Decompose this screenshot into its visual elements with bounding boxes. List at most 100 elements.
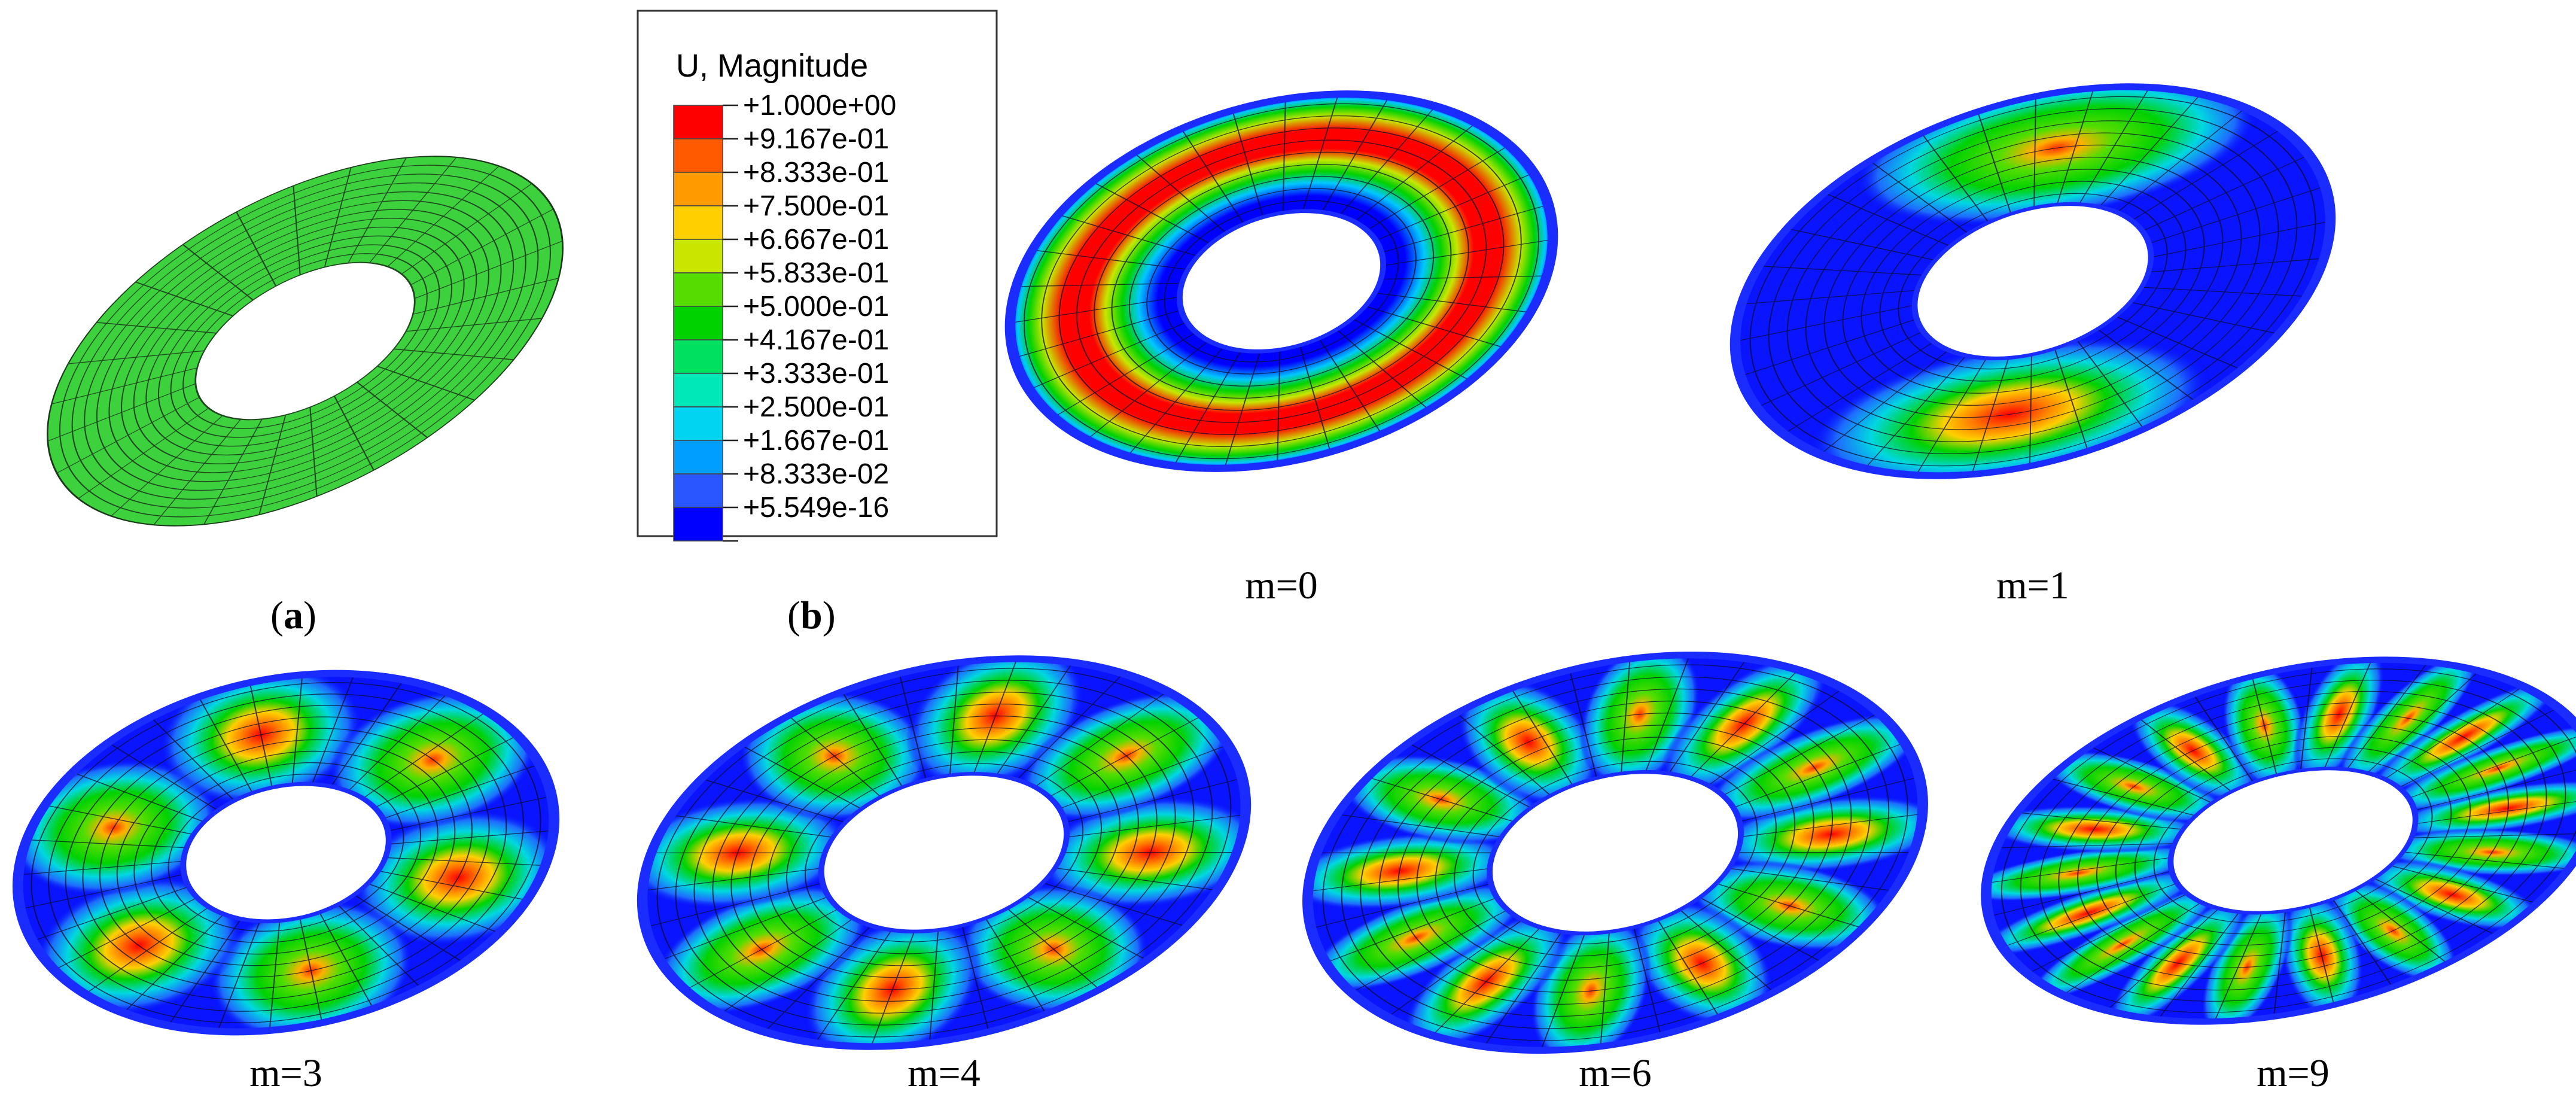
mesh-radial-line	[2113, 315, 2244, 371]
mesh-radial-line	[310, 671, 356, 786]
mesh-radial-line	[1317, 337, 1384, 436]
mesh-radial-line	[333, 396, 374, 471]
legend-swatch	[673, 272, 723, 307]
mesh-radial-line	[1738, 290, 1920, 305]
mode-disc-m9	[1960, 644, 2576, 1037]
mesh-radial-line	[309, 407, 318, 497]
mesh-radial-line	[1378, 275, 1551, 280]
mode-disc-m1	[1729, 69, 2336, 493]
mode-disc-m0	[1004, 90, 1558, 472]
mesh-radial-line	[1667, 656, 1749, 775]
mesh-radial-line	[1783, 227, 1938, 261]
mesh-radial-line	[1131, 150, 1228, 235]
mesh-radial-line	[414, 241, 563, 299]
mesh-radial-line	[840, 689, 904, 789]
mesh-radial-line	[1365, 775, 1517, 823]
mesh-radial-line	[1282, 96, 1286, 215]
caption-m1: m=1	[1996, 564, 2069, 607]
legend-swatch	[673, 172, 723, 206]
mesh-radial-line	[1313, 852, 1496, 854]
mesh-radial-line	[1172, 348, 1243, 469]
disc-rim	[637, 655, 1252, 1050]
mesh-radial-line	[2406, 732, 2576, 799]
mesh-radial-line	[639, 867, 824, 892]
mesh-radial-line	[738, 743, 864, 810]
mesh-radial-line	[29, 885, 191, 943]
legend-label: +8.333e-02	[743, 458, 889, 490]
mesh-radial-line	[361, 709, 490, 800]
mesh-radial-line	[2365, 668, 2482, 775]
mesh-radial-line	[248, 680, 273, 789]
mesh-radial-line	[2136, 716, 2233, 793]
caption-m3: m=3	[249, 1051, 322, 1095]
mesh-radial-line	[386, 829, 558, 845]
mesh-radial-line	[1304, 868, 1493, 893]
legend-label: +7.500e-01	[743, 190, 889, 222]
mesh-radial-line	[376, 366, 476, 401]
mesh-radial-line	[2400, 851, 2572, 870]
mode-disc-m3	[8, 664, 564, 1042]
mode-disc-m4	[624, 642, 1264, 1063]
disc-rim	[12, 670, 560, 1036]
mesh-radial-line	[1350, 317, 1473, 383]
caption-m4: m=4	[908, 1051, 981, 1095]
mesh-radial-line	[2155, 910, 2241, 1022]
mesh-radial-line	[1539, 932, 1587, 1053]
mesh-radial-line	[2139, 287, 2310, 297]
mesh-radial-line	[1384, 918, 1525, 1020]
legend-swatch	[673, 239, 723, 273]
mesh-radial-line	[299, 916, 324, 1026]
mesh-radial-line	[1656, 918, 1721, 1019]
mesh-radial-line	[56, 397, 200, 474]
mesh-radial-line	[1028, 249, 1190, 270]
mesh-radial-line	[406, 318, 543, 332]
mesh-radial-line	[51, 896, 200, 972]
mesh-radial-line	[258, 415, 287, 515]
legend-swatch	[673, 440, 723, 474]
mesh-radial-line	[717, 917, 855, 1017]
mesh-radial-line	[1381, 238, 1557, 267]
mesh-radial-line	[1025, 320, 1189, 392]
mesh-radial-line	[2331, 898, 2395, 989]
legend-swatch	[673, 373, 723, 407]
legend-label: +3.333e-01	[743, 358, 889, 390]
mesh-radial-line	[1985, 870, 2175, 918]
mesh-radial-line	[2128, 301, 2282, 335]
mesh-radial-line	[1999, 882, 2180, 949]
mesh-radial-line	[1569, 668, 1598, 780]
mesh-radial-line	[869, 930, 916, 1049]
mesh-radial-line	[23, 839, 189, 848]
mesh-radial-line	[69, 771, 207, 823]
mesh-radial-line	[1976, 109, 2012, 215]
mesh-radial-line	[1301, 92, 1340, 213]
mesh-radial-line	[2060, 901, 2204, 997]
mesh-radial-line	[383, 857, 549, 866]
mesh-radial-line	[1914, 357, 1989, 477]
mesh-radial-line	[1062, 777, 1246, 823]
mesh-radial-line	[647, 852, 828, 854]
legend-title: U, Magnitude	[676, 48, 868, 84]
mesh-radial-line	[82, 905, 211, 996]
mesh-radial-line	[984, 917, 1048, 1016]
mesh-radial-line	[928, 928, 939, 1045]
mesh-radial-line	[2372, 877, 2499, 937]
mesh-radial-line	[682, 907, 842, 992]
mesh-radial-line	[898, 671, 927, 781]
mesh-radial-line	[1688, 667, 1801, 780]
legend-label: +5.549e-16	[743, 492, 889, 524]
mesh-radial-line	[182, 244, 254, 300]
mesh-radial-line	[387, 166, 500, 267]
disc-inner-rim	[180, 781, 392, 924]
mesh-radial-line	[2308, 905, 2336, 1007]
mesh-radial-line	[1714, 882, 1866, 930]
disc-inner-rim	[1487, 769, 1744, 936]
mesh-radial-line	[1352, 120, 1479, 224]
legend-label: +5.833e-01	[743, 257, 889, 289]
mesh-radial-line	[1753, 330, 1926, 410]
legend-label: +8.333e-01	[743, 157, 889, 188]
mesh-radial-line	[1372, 292, 1534, 314]
mesh-radial-line	[1040, 881, 1190, 928]
disc-rim	[1981, 656, 2576, 1025]
mesh-radial-line	[1055, 213, 1200, 257]
